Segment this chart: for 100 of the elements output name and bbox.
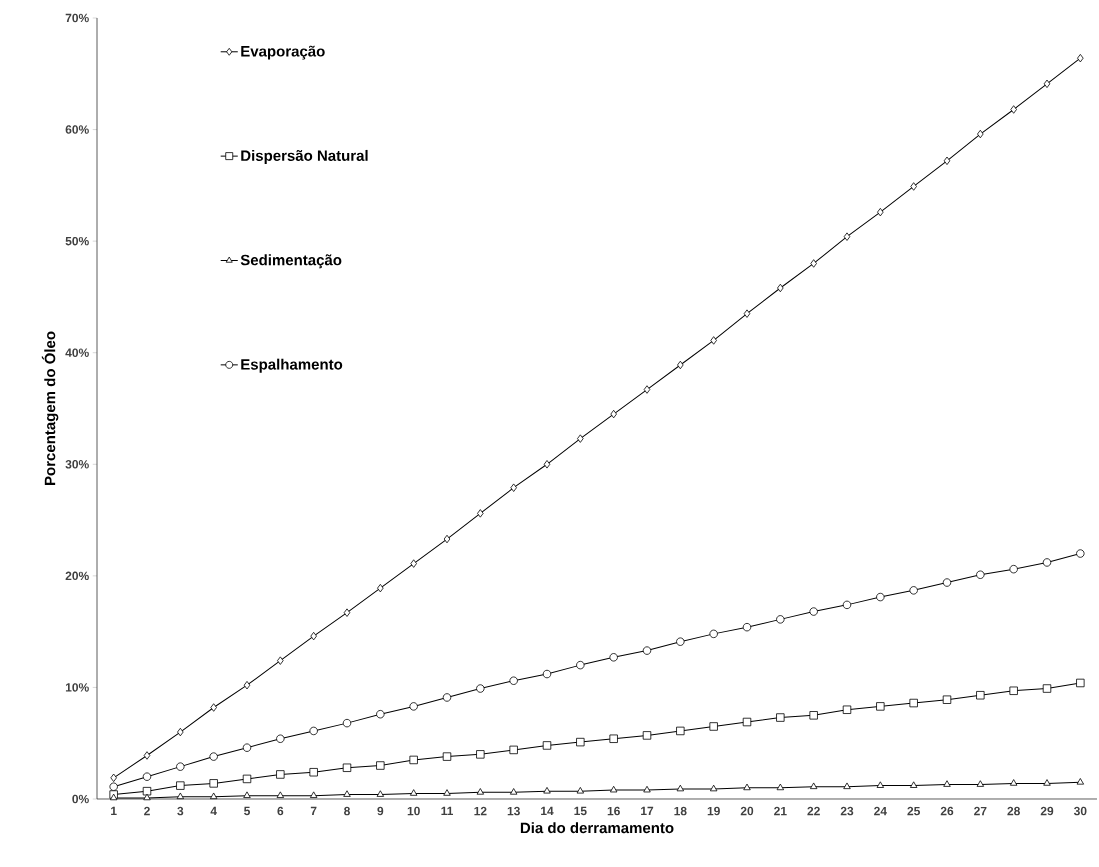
point bbox=[742, 717, 752, 727]
point bbox=[1009, 779, 1018, 786]
point bbox=[1076, 778, 1085, 785]
point bbox=[509, 745, 518, 755]
x-tick-label: 20 bbox=[740, 806, 754, 816]
point bbox=[809, 607, 818, 616]
point bbox=[509, 676, 518, 685]
point bbox=[909, 698, 918, 708]
point bbox=[143, 793, 151, 801]
point bbox=[610, 409, 617, 419]
point bbox=[309, 791, 318, 798]
point bbox=[609, 734, 618, 743]
point bbox=[476, 788, 485, 795]
point bbox=[710, 336, 717, 345]
x-tick-label: 22 bbox=[807, 806, 820, 816]
point bbox=[310, 631, 317, 641]
point bbox=[409, 702, 418, 711]
point bbox=[509, 788, 518, 795]
point bbox=[109, 782, 118, 791]
point bbox=[876, 781, 885, 788]
x-tick-label: 28 bbox=[1007, 806, 1020, 816]
point bbox=[1010, 105, 1017, 114]
point bbox=[143, 751, 151, 760]
point bbox=[609, 785, 618, 793]
point bbox=[276, 770, 285, 779]
legend-label: Espalhamento bbox=[241, 358, 343, 373]
y-tick-label: 60% bbox=[65, 125, 89, 134]
y-axis-title: Porcentagem do Óleo bbox=[41, 331, 59, 486]
point bbox=[277, 656, 284, 665]
point bbox=[209, 752, 218, 761]
point bbox=[176, 781, 185, 790]
point bbox=[342, 763, 352, 772]
point bbox=[276, 791, 285, 798]
point bbox=[543, 460, 551, 469]
point bbox=[677, 360, 684, 370]
x-tick-label: 23 bbox=[840, 806, 854, 816]
point bbox=[376, 710, 385, 719]
point bbox=[543, 786, 551, 794]
y-tick-label: 70% bbox=[65, 13, 89, 23]
y-tick-label: 20% bbox=[65, 571, 89, 581]
point bbox=[343, 608, 351, 617]
point bbox=[776, 713, 785, 722]
point bbox=[709, 629, 718, 639]
x-tick-label: 18 bbox=[674, 806, 687, 816]
point bbox=[577, 434, 584, 443]
point bbox=[209, 779, 218, 788]
point bbox=[642, 646, 652, 655]
point bbox=[643, 385, 651, 394]
point bbox=[409, 789, 418, 796]
point bbox=[876, 702, 885, 711]
point bbox=[209, 792, 218, 800]
point bbox=[776, 615, 785, 624]
point bbox=[1043, 79, 1051, 89]
x-tick-label: 9 bbox=[377, 806, 384, 816]
point bbox=[843, 232, 851, 241]
point bbox=[609, 653, 618, 662]
y-tick-label: 50% bbox=[65, 236, 89, 246]
x-tick-label: 29 bbox=[1040, 806, 1054, 816]
point bbox=[910, 182, 917, 191]
point bbox=[576, 786, 585, 794]
point bbox=[142, 772, 152, 781]
point bbox=[743, 309, 751, 318]
point bbox=[743, 783, 751, 791]
point bbox=[409, 755, 418, 765]
point bbox=[343, 790, 351, 797]
point bbox=[376, 761, 385, 770]
point bbox=[676, 784, 685, 792]
point bbox=[777, 283, 784, 293]
point bbox=[1043, 779, 1051, 786]
point bbox=[1076, 678, 1085, 688]
x-tick-label: 1 bbox=[111, 806, 117, 816]
point bbox=[176, 792, 185, 800]
point bbox=[510, 483, 517, 492]
point bbox=[576, 737, 585, 747]
point bbox=[909, 781, 918, 788]
point bbox=[276, 734, 285, 743]
x-tick-label: 24 bbox=[874, 806, 887, 816]
x-tick-label: 3 bbox=[177, 806, 184, 816]
x-tick-label: 14 bbox=[541, 806, 554, 816]
point bbox=[376, 790, 385, 797]
point bbox=[1009, 686, 1018, 695]
point bbox=[676, 726, 685, 736]
point bbox=[243, 680, 251, 690]
point bbox=[809, 782, 818, 790]
point bbox=[642, 731, 652, 740]
x-tick-label: 19 bbox=[707, 806, 720, 816]
point bbox=[243, 791, 251, 798]
point bbox=[477, 509, 484, 518]
point bbox=[309, 726, 318, 736]
x-tick-label: 11 bbox=[441, 806, 454, 816]
point bbox=[942, 578, 952, 587]
y-tick-label: 30% bbox=[65, 460, 89, 469]
point bbox=[843, 782, 851, 790]
point bbox=[309, 768, 318, 777]
x-tick-label: 17 bbox=[641, 806, 654, 816]
point bbox=[442, 693, 452, 702]
point bbox=[177, 727, 184, 737]
x-tick-label: 16 bbox=[607, 806, 620, 816]
point bbox=[342, 718, 352, 728]
y-tick-label: 10% bbox=[65, 683, 89, 692]
